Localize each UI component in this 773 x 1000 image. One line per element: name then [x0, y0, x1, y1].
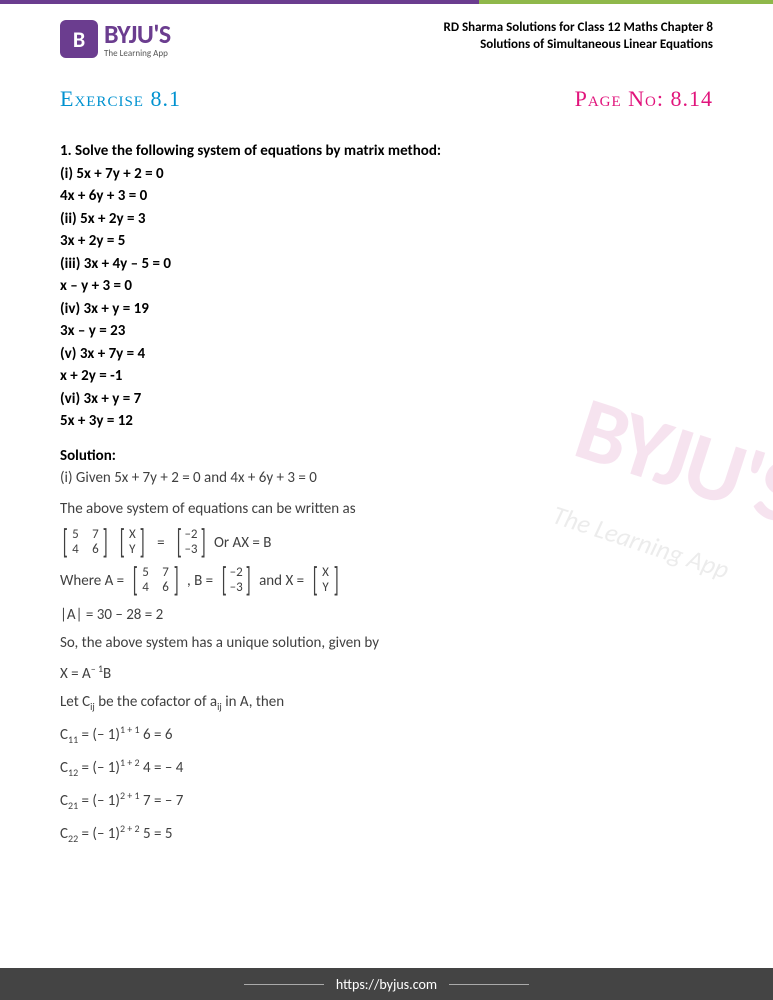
question-part: (ii) 5x + 2y = 3	[60, 208, 713, 231]
unique-line: So, the above system has a unique soluti…	[60, 634, 713, 652]
cell: 7	[161, 566, 171, 581]
c-eq: = (– 1)	[78, 825, 120, 843]
header-right: RD Sharma Solutions for Class 12 Maths C…	[444, 20, 713, 54]
c-sub: 22	[68, 832, 78, 845]
ci3: in A, then	[222, 693, 284, 711]
c-rest: 7 = – 7	[140, 792, 184, 810]
question-part: (vi) 3x + y = 7	[60, 388, 713, 411]
cell: 5	[141, 566, 151, 581]
c-sup: 2 + 2	[120, 822, 140, 835]
c12-line: C12 = (– 1)1 + 2 4 = – 4	[60, 756, 713, 779]
xab-1: X = A	[60, 665, 91, 683]
logo-sub-text: The Learning App	[104, 49, 171, 58]
matrix-B: [ –2 –3 ]	[174, 528, 208, 558]
c-rest: 4 = – 4	[140, 759, 184, 777]
exercise-label: Exercise 8.1	[60, 86, 181, 112]
cell: 7	[90, 528, 100, 543]
where-line: Where A = [ 57 46 ] , B = [ –2 –3 ] and …	[60, 566, 713, 596]
question-prompt: 1. Solve the following system of equatio…	[60, 140, 713, 163]
c-sup: 2 + 1	[120, 789, 140, 802]
matrix-X2: [ X Y ]	[310, 566, 341, 596]
question-part: (i) 5x + 7y + 2 = 0	[60, 163, 713, 186]
c-sup: 1 + 2	[120, 756, 140, 769]
logo-main-text: BYJU'S	[104, 21, 171, 47]
c-eq: = (– 1)	[78, 726, 120, 744]
c-sub: 21	[68, 799, 78, 812]
cell: –2	[184, 528, 197, 543]
c21-line: C21 = (– 1)2 + 1 7 = – 7	[60, 789, 713, 812]
header-title-line1: RD Sharma Solutions for Class 12 Maths C…	[444, 20, 713, 37]
footer-url: https://byjus.com	[336, 976, 437, 993]
cell: 5	[70, 528, 80, 543]
c-eq: = (– 1)	[78, 759, 120, 777]
question-part: 4x + 6y + 3 = 0	[60, 185, 713, 208]
cell: Y	[321, 581, 331, 596]
logo: B BYJU'S The Learning App	[60, 20, 171, 58]
cell: X	[127, 528, 137, 543]
where-label: Where A =	[60, 572, 124, 590]
question-part: 3x – y = 23	[60, 320, 713, 343]
x-label: and X =	[259, 572, 304, 590]
matrix-A2: [ 57 46 ]	[130, 566, 181, 596]
xab-2: B	[103, 665, 111, 683]
matrix-A: [ 57 46 ]	[60, 528, 111, 558]
matrix-equation: [ 57 46 ] [ X Y ] = [ –2 –3 ] Or AX = B	[60, 528, 713, 558]
header-title-line2: Solutions of Simultaneous Linear Equatio…	[444, 37, 713, 54]
question-part: x – y + 3 = 0	[60, 275, 713, 298]
c-label: C	[60, 825, 68, 843]
exercise-row: Exercise 8.1 Page No: 8.14	[60, 86, 713, 112]
c-rest: 6 = 6	[140, 726, 173, 744]
c-label: C	[60, 726, 68, 744]
cell: –2	[230, 566, 243, 581]
question-part: (iv) 3x + y = 19	[60, 298, 713, 321]
solution-line1: (i) Given 5x + 7y + 2 = 0 and 4x + 6y + …	[60, 467, 713, 490]
c-sub: 11	[68, 733, 78, 746]
page-number: Page No: 8.14	[575, 86, 713, 112]
c-label: C	[60, 759, 68, 777]
page-header: B BYJU'S The Learning App RD Sharma Solu…	[0, 8, 773, 66]
cell: 4	[70, 543, 80, 558]
b-label: , B =	[187, 572, 213, 590]
x-equals-ab: X = A– 1B	[60, 662, 713, 683]
cell: –3	[230, 581, 243, 596]
c22-line: C22 = (– 1)2 + 2 5 = 5	[60, 822, 713, 845]
cell: 6	[161, 581, 171, 596]
cell: 4	[141, 581, 151, 596]
c-eq: = (– 1)	[78, 792, 120, 810]
matrix-X: [ X Y ]	[117, 528, 148, 558]
cell: X	[321, 566, 331, 581]
footer: https://byjus.com	[0, 968, 773, 1000]
or-ax-b: Or AX = B	[214, 534, 271, 552]
cell: Y	[127, 543, 137, 558]
logo-badge-icon: B	[60, 20, 98, 58]
question-part: (v) 3x + 7y = 4	[60, 343, 713, 366]
xab-sup: – 1	[91, 662, 103, 675]
c-sub: 12	[68, 766, 78, 779]
cell: 6	[90, 543, 100, 558]
cell: –3	[184, 543, 197, 558]
question-part: 5x + 3y = 12	[60, 410, 713, 433]
question-part: x + 2y = -1	[60, 365, 713, 388]
equals-sign: =	[154, 534, 168, 552]
cofactor-intro: Let Cij be the cofactor of aij in A, the…	[60, 693, 713, 713]
solution-line2: The above system of equations can be wri…	[60, 500, 713, 518]
matrix-B2: [ –2 –3 ]	[219, 566, 253, 596]
question-part: 3x + 2y = 5	[60, 230, 713, 253]
ci1: Let C	[60, 693, 90, 711]
solution-label: Solution:	[60, 447, 713, 465]
top-border	[0, 0, 773, 8]
det-line: |A| = 30 – 28 = 2	[60, 606, 713, 624]
ci2: be the cofactor of a	[95, 693, 217, 711]
content: BYJU'S The Learning App Exercise 8.1 Pag…	[0, 66, 773, 845]
question-part: (iii) 3x + 4y – 5 = 0	[60, 253, 713, 276]
c11-line: C11 = (– 1)1 + 1 6 = 6	[60, 723, 713, 746]
c-sup: 1 + 1	[120, 723, 140, 736]
c-label: C	[60, 792, 68, 810]
question-block: 1. Solve the following system of equatio…	[60, 140, 713, 433]
c-rest: 5 = 5	[140, 825, 173, 843]
